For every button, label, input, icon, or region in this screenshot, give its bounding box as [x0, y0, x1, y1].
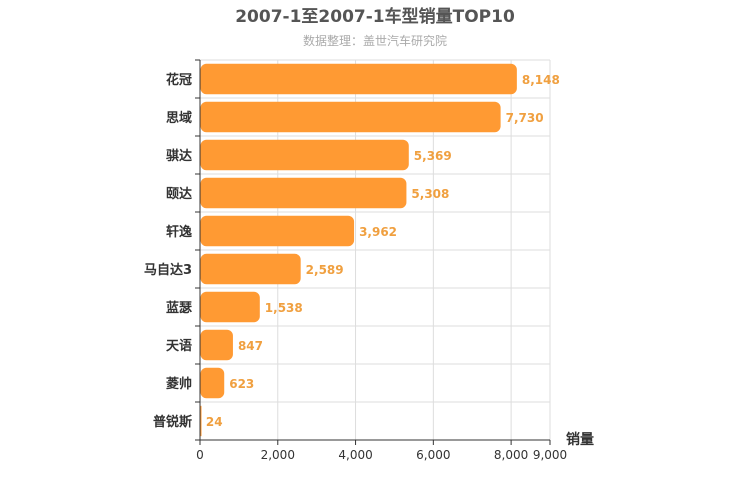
bar [200, 367, 225, 399]
bar [200, 329, 233, 361]
bar-value-label: 2,589 [306, 263, 344, 277]
bar-value-label: 5,308 [411, 187, 449, 201]
bar-value-label: 847 [238, 339, 263, 353]
bar [200, 139, 409, 171]
x-tick-label: 8,000 [494, 448, 528, 462]
bar-value-label: 7,730 [506, 111, 544, 125]
bars [200, 63, 517, 437]
category-label: 颐达 [166, 186, 192, 202]
x-axis-name: 销量 [566, 431, 594, 448]
bar [200, 291, 260, 323]
bar-value-label: 1,538 [265, 301, 303, 315]
bar-value-label: 8,148 [522, 73, 560, 87]
bar [200, 215, 355, 247]
category-label: 普锐斯 [153, 414, 192, 430]
category-label: 思域 [166, 110, 192, 126]
grid-lines [200, 59, 551, 441]
x-tick-label: 0 [196, 448, 204, 462]
x-tick-label: 9,000 [533, 448, 567, 462]
category-label: 骐达 [166, 148, 192, 164]
bar-value-label: 3,962 [359, 225, 397, 239]
bar-value-label: 623 [229, 377, 254, 391]
category-label: 马自达3 [144, 262, 192, 278]
x-tick-label: 2,000 [261, 448, 295, 462]
bar [200, 405, 202, 437]
axes [195, 59, 551, 445]
category-label: 花冠 [166, 72, 192, 88]
bar-value-label: 5,369 [414, 149, 452, 163]
chart-title: 2007-1至2007-1车型销量TOP10 [235, 6, 515, 27]
category-label: 菱帅 [166, 376, 192, 392]
bar [200, 177, 407, 209]
category-label: 蓝瑟 [166, 300, 192, 316]
labels: 8,148 花冠 7,730 思域 5,369 骐达 5,308 颐达 3,962 轩逸 2,589… [144, 72, 567, 462]
x-tick-label: 6,000 [416, 448, 450, 462]
category-label: 天语 [166, 339, 192, 354]
x-tick-label: 4,000 [338, 448, 372, 462]
bar [200, 101, 501, 133]
bar [200, 253, 301, 285]
chart-subtitle: 数据整理：盖世汽车研究院 [303, 33, 447, 48]
category-label: 轩逸 [166, 224, 192, 240]
bar-value-label: 24 [206, 415, 223, 429]
bar [200, 63, 517, 95]
